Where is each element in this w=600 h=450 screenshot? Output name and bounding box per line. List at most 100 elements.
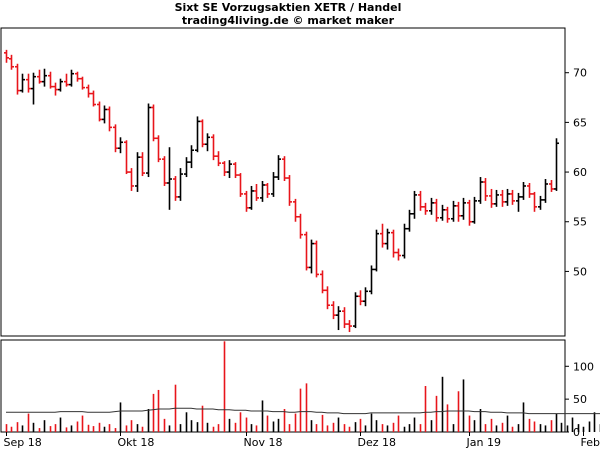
ohlc-bar: [532, 191, 537, 212]
ohlc-bar: [69, 69, 74, 87]
ohlc-bar: [429, 197, 434, 215]
ohlc-bar: [151, 104, 156, 142]
ohlc-bar: [135, 152, 140, 192]
ohlc-bar: [107, 106, 112, 132]
ohlc-bar: [265, 182, 270, 198]
ohlc-bar: [358, 290, 363, 306]
ohlc-bar: [353, 292, 358, 329]
ohlc-bar: [369, 265, 374, 295]
ohlc-bar: [9, 54, 14, 70]
ohlc-bar: [363, 287, 368, 307]
ohlc-bar: [216, 151, 221, 167]
ohlc-bar: [184, 157, 189, 178]
ohlc-bar: [91, 90, 96, 107]
ohlc-bar: [489, 188, 494, 208]
ohlc-bar: [461, 197, 466, 220]
ohlc-bar: [271, 172, 276, 197]
volume-y-tick-label: 100: [573, 360, 594, 373]
ohlc-bar: [129, 168, 134, 191]
ohlc-bar: [173, 176, 178, 201]
ohlc-bar: [37, 69, 42, 84]
ohlc-bar: [249, 185, 254, 210]
ohlc-bar: [472, 196, 477, 224]
ohlc-bar: [260, 181, 265, 202]
ohlc-bar: [478, 177, 483, 204]
ohlc-bar: [380, 223, 385, 248]
ohlc-bar: [4, 49, 9, 63]
ohlc-bar: [80, 76, 85, 90]
ohlc-bar: [483, 178, 488, 201]
volume-y-tick-label: 0: [573, 426, 580, 439]
price-y-tick-label: 60: [573, 166, 587, 179]
ohlc-bar: [276, 155, 281, 181]
ohlc-bar: [336, 306, 341, 331]
ohlc-bar: [549, 180, 554, 192]
ohlc-bar: [31, 72, 36, 105]
price-series: [4, 49, 559, 333]
x-tick-label: Okt 18: [118, 436, 155, 449]
ohlc-bar: [407, 209, 412, 232]
ohlc-bar: [140, 152, 145, 177]
ohlc-bar: [238, 173, 243, 197]
ohlc-bar: [440, 204, 445, 221]
x-tick-label: Dez 18: [358, 436, 397, 449]
price-y-tick-label: 50: [573, 265, 587, 278]
ohlc-bar: [222, 161, 227, 177]
x-tick-label: Jan 19: [466, 436, 501, 449]
x-tick-label: Nov 18: [244, 436, 283, 449]
ohlc-bar: [325, 286, 330, 310]
ohlc-bar: [554, 138, 559, 191]
ohlc-bar: [205, 133, 210, 152]
ohlc-bar: [20, 73, 25, 93]
ohlc-bar: [304, 231, 309, 271]
chart-subtitle: trading4living.de © market maker: [181, 14, 395, 27]
ohlc-bar: [347, 320, 352, 333]
ohlc-bar: [233, 162, 238, 179]
price-y-tick-label: 55: [573, 216, 587, 229]
ohlc-bar: [58, 78, 63, 92]
chart-title: Sixt SE Vorzugsaktien XETR / Handel: [174, 1, 402, 14]
ohlc-bar: [494, 189, 499, 207]
price-pane-frame: [0, 27, 566, 337]
ohlc-bar: [320, 270, 325, 294]
ohlc-bar: [543, 179, 548, 203]
ohlc-bar: [309, 239, 314, 274]
ohlc-bar: [505, 188, 510, 206]
ohlc-bar: [423, 202, 428, 215]
ohlc-bar: [53, 82, 58, 96]
volume-series: [5, 341, 600, 432]
ohlc-bar: [396, 248, 401, 261]
ohlc-bar: [15, 63, 20, 95]
ohlc-bar: [189, 145, 194, 169]
ohlc-bar: [200, 119, 205, 148]
ohlc-bar: [102, 105, 107, 124]
ohlc-bar: [467, 199, 472, 226]
ohlc-bar: [456, 201, 461, 222]
ohlc-bar: [445, 206, 450, 223]
ohlc-bar: [124, 140, 129, 175]
ohlc-bar: [146, 103, 151, 178]
ohlc-bar: [391, 229, 396, 258]
ohlc-bar: [64, 73, 69, 87]
volume-average-line: [6, 407, 600, 415]
x-tick-label: Sep 18: [4, 436, 42, 449]
x-tick-label: Feb 19: [581, 436, 600, 449]
ohlc-bar: [342, 307, 347, 329]
price-y-tick-label: 65: [573, 116, 587, 129]
ohlc-bar: [538, 195, 543, 210]
ohlc-bar: [75, 71, 80, 82]
ohlc-bar: [521, 182, 526, 200]
ohlc-bar: [293, 198, 298, 222]
ohlc-bar: [374, 229, 379, 272]
ohlc-bar: [162, 156, 167, 186]
ohlc-bar: [178, 168, 183, 201]
ohlc-bar: [434, 198, 439, 222]
ohlc-bar: [510, 189, 515, 205]
ohlc-bar: [48, 71, 53, 89]
ohlc-bar: [385, 228, 390, 250]
ohlc-bar: [451, 200, 456, 222]
ohlc-bar: [402, 223, 407, 259]
ohlc-bar: [412, 190, 417, 219]
